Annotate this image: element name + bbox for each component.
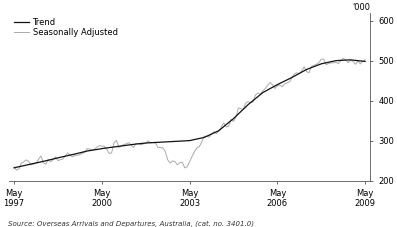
Text: '000: '000 [352,3,370,12]
Legend: Trend, Seasonally Adjusted: Trend, Seasonally Adjusted [13,17,118,38]
Text: Source: Overseas Arrivals and Departures, Australia, (cat. no. 3401.0): Source: Overseas Arrivals and Departures… [8,220,254,227]
